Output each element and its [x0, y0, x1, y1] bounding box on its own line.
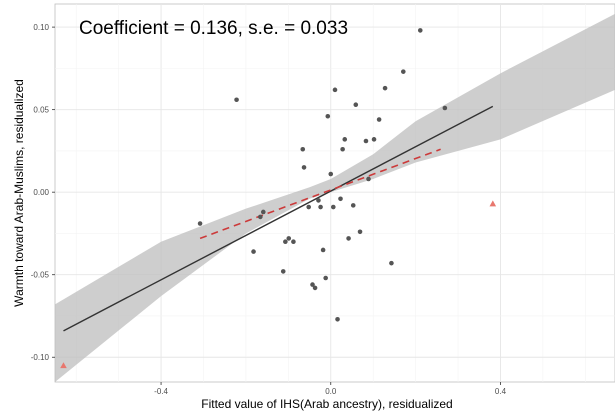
data-point	[261, 209, 266, 215]
data-point	[251, 249, 256, 254]
data-point	[382, 85, 388, 91]
data-point	[442, 105, 448, 111]
confidence-band-area	[55, 13, 615, 382]
data-point	[291, 239, 296, 244]
data-point	[197, 221, 203, 226]
data-point-triangle	[489, 200, 497, 207]
coefficient-annotation: Coefficient = 0.136, s.e. = 0.033	[79, 18, 348, 39]
data-point	[286, 236, 292, 241]
grid-lines	[55, 4, 615, 382]
data-point	[283, 239, 288, 244]
data-point	[401, 69, 406, 74]
data-point	[280, 269, 286, 274]
data-point	[300, 146, 306, 152]
data-point	[363, 138, 369, 144]
data-point	[325, 113, 331, 119]
data-point	[301, 165, 307, 170]
data-point	[335, 316, 340, 322]
data-point	[316, 198, 321, 203]
data-point	[366, 176, 371, 182]
data-point	[353, 102, 359, 107]
y-tick-label: -0.05	[31, 271, 50, 280]
data-point	[258, 214, 263, 220]
y-tick-label: 0.10	[33, 23, 49, 32]
data-point	[320, 247, 326, 253]
regression-line	[63, 105, 494, 332]
data-point-triangle	[60, 362, 67, 369]
data-point	[346, 236, 351, 241]
x-tick-label: 0.4	[495, 387, 507, 396]
x-tick-label: 0.0	[325, 387, 337, 396]
data-point	[389, 260, 394, 266]
data-point	[318, 204, 323, 210]
confidence-band	[55, 13, 615, 382]
data-point	[340, 146, 345, 152]
y-tick-label: -0.10	[31, 353, 50, 362]
x-tick-label: -0.4	[154, 387, 168, 396]
data-point	[338, 196, 343, 202]
y-axis-label: Warmth toward Arab-Muslims, residualized	[12, 79, 26, 307]
data-point	[323, 275, 328, 281]
data-point	[417, 28, 423, 33]
data-point	[312, 285, 318, 291]
x-axis-label: Fitted value of IHS(Arab ancestry), resi…	[201, 397, 452, 411]
y-tick-label: 0.00	[33, 188, 49, 197]
data-point	[310, 282, 315, 287]
dashed-regression-line	[199, 148, 441, 240]
data-point	[331, 204, 336, 210]
fit-lines	[63, 105, 494, 332]
data-point	[234, 97, 239, 103]
data-point	[357, 229, 363, 235]
data-points	[60, 28, 497, 369]
data-point	[350, 203, 356, 208]
data-point	[306, 204, 311, 210]
data-point	[342, 137, 348, 142]
y-tick-label: 0.05	[33, 106, 49, 115]
data-point	[328, 171, 334, 177]
data-point	[376, 117, 382, 122]
axis-ticks: -0.4 0.0 0.4 -0.10 -0.05 0.00 0.05 0.10	[31, 23, 507, 396]
data-point	[332, 87, 338, 93]
data-point	[371, 137, 377, 142]
